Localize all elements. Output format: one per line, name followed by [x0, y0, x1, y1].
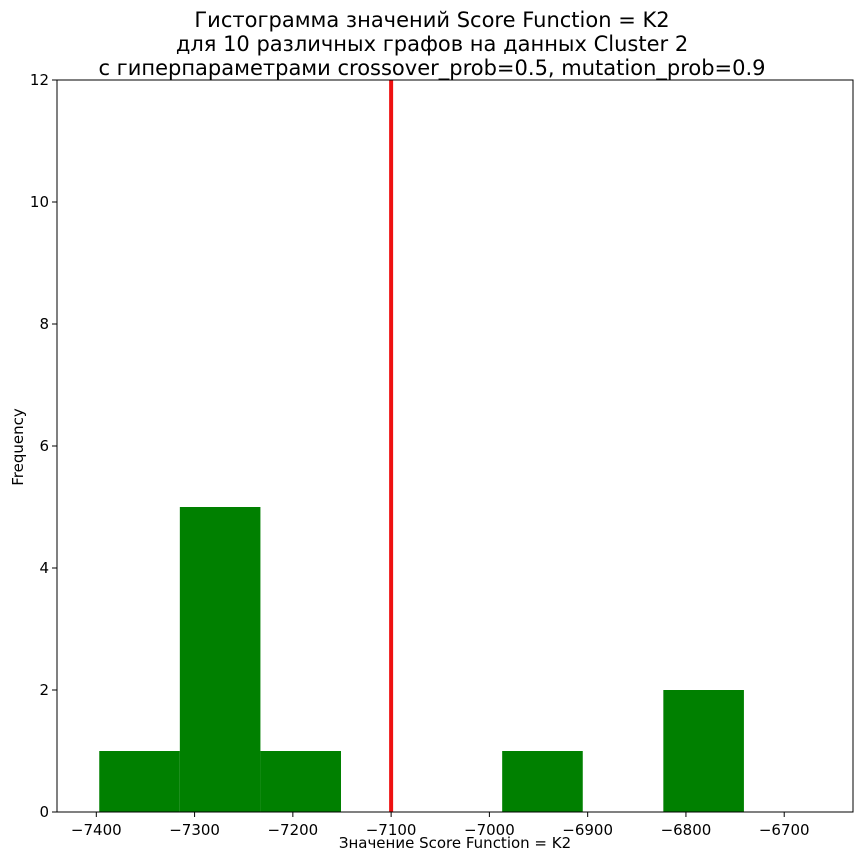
y-tick-label-0: 0 [39, 803, 49, 821]
x-tick-label-1: −7300 [169, 821, 220, 839]
chart-title-line-2: для 10 различных графов на данных Cluste… [175, 32, 689, 56]
histogram-bar-5 [502, 751, 583, 812]
y-axis-label: Frequency [9, 408, 27, 486]
y-tick-label-2: 4 [39, 559, 49, 577]
x-axis-label: Значение Score Function = K2 [338, 834, 572, 852]
y-tick-label-5: 10 [30, 193, 49, 211]
x-tick-label-0: −7400 [71, 821, 122, 839]
histogram-bar-1 [179, 507, 261, 812]
y-tick-label-4: 8 [39, 315, 49, 333]
chart-title-line-3: с гиперпараметрами crossover_prob=0.5, m… [98, 56, 766, 80]
x-tick-label-6: −6800 [661, 821, 712, 839]
histogram-bar-2 [260, 751, 342, 812]
y-tick-label-6: 12 [30, 71, 49, 89]
x-tick-label-2: −7200 [267, 821, 318, 839]
histogram-bar-0 [99, 751, 180, 812]
histogram-bar-7 [663, 690, 744, 812]
x-tick-label-7: −6700 [759, 821, 810, 839]
x-tick-label-4: −7000 [464, 821, 515, 839]
y-tick-label-1: 2 [39, 681, 49, 699]
y-tick-label-3: 6 [39, 437, 49, 455]
x-tick-label-5: −6900 [562, 821, 613, 839]
x-tick-label-3: −7100 [366, 821, 417, 839]
chart-title-line-1: Гистограмма значений Score Function = K2 [194, 8, 670, 32]
